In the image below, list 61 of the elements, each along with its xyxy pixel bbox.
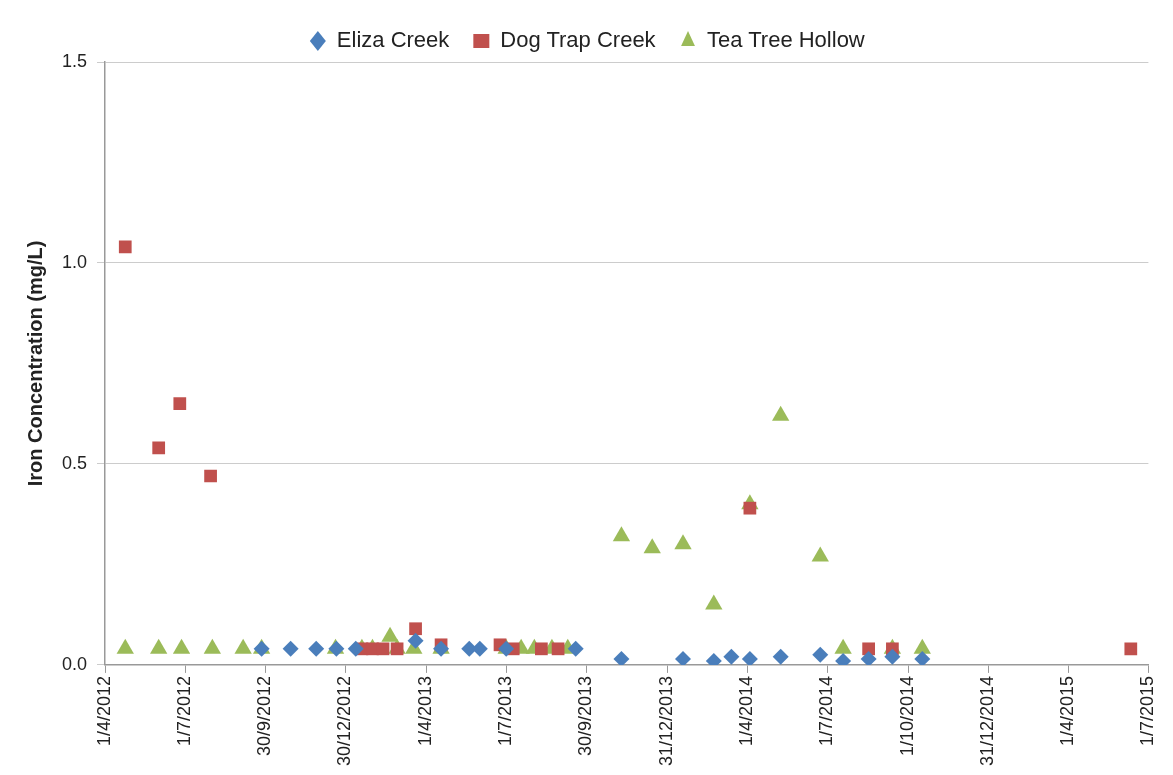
point [381,626,399,642]
point [612,526,631,542]
point [152,441,166,455]
point [860,650,877,665]
point [118,240,132,254]
point [913,638,931,654]
point [172,638,191,654]
x-tick-label: 31/12/2014 [977,675,998,767]
x-tick-label: 1/4/2013 [415,675,436,746]
x-tick-label: 1/7/2012 [174,675,195,746]
point [1124,642,1138,656]
point [613,650,630,665]
legend-label: Eliza Creek [336,27,451,53]
point [743,501,757,515]
point [675,650,692,665]
x-tick-label: 30/9/2013 [575,675,596,756]
legend-label: Tea Tree Hollow [707,27,865,53]
y-tick-label: 0.5 [61,452,88,473]
point [282,640,299,657]
x-tick-label: 1/4/2012 [93,675,114,746]
point [234,638,252,654]
point [834,638,852,654]
point [535,642,548,656]
point [376,642,390,656]
x-tick-label: 1/7/2014 [816,675,837,746]
point [407,632,424,649]
y-tick-label: 0.0 [61,653,88,674]
point [347,640,364,657]
point [741,650,758,665]
point [150,638,168,654]
point [551,642,565,656]
point [308,640,325,657]
point [173,397,187,411]
point [705,594,723,610]
x-tick-label: 1/7/2013 [495,675,516,746]
point [723,648,740,665]
point [811,546,829,562]
point [116,638,134,654]
legend-label: Dog Trap Creek [500,27,657,53]
x-tick-label: 30/9/2012 [254,675,275,756]
point [390,642,404,656]
x-tick-label: 30/12/2012 [334,675,355,767]
point [674,534,692,550]
y-tick-label: 1.5 [61,50,88,71]
point [914,650,931,665]
y-tick-label: 1.0 [61,251,88,272]
point [643,538,661,554]
x-tick-label: 1/4/2015 [1057,675,1078,746]
point [204,469,217,483]
y-axis-title: Iron Concentration (mg/L) [23,240,46,487]
point [409,622,422,636]
point [812,646,829,663]
x-tick-label: 31/12/2013 [656,675,677,767]
point [772,648,789,665]
x-tick-label: 1/7/2015 [1137,675,1158,746]
x-tick-label: 1/4/2014 [736,675,757,746]
point [884,648,901,665]
x-tick-label: 1/10/2014 [897,675,918,756]
point [203,638,222,654]
point [862,642,876,656]
point [567,640,584,657]
